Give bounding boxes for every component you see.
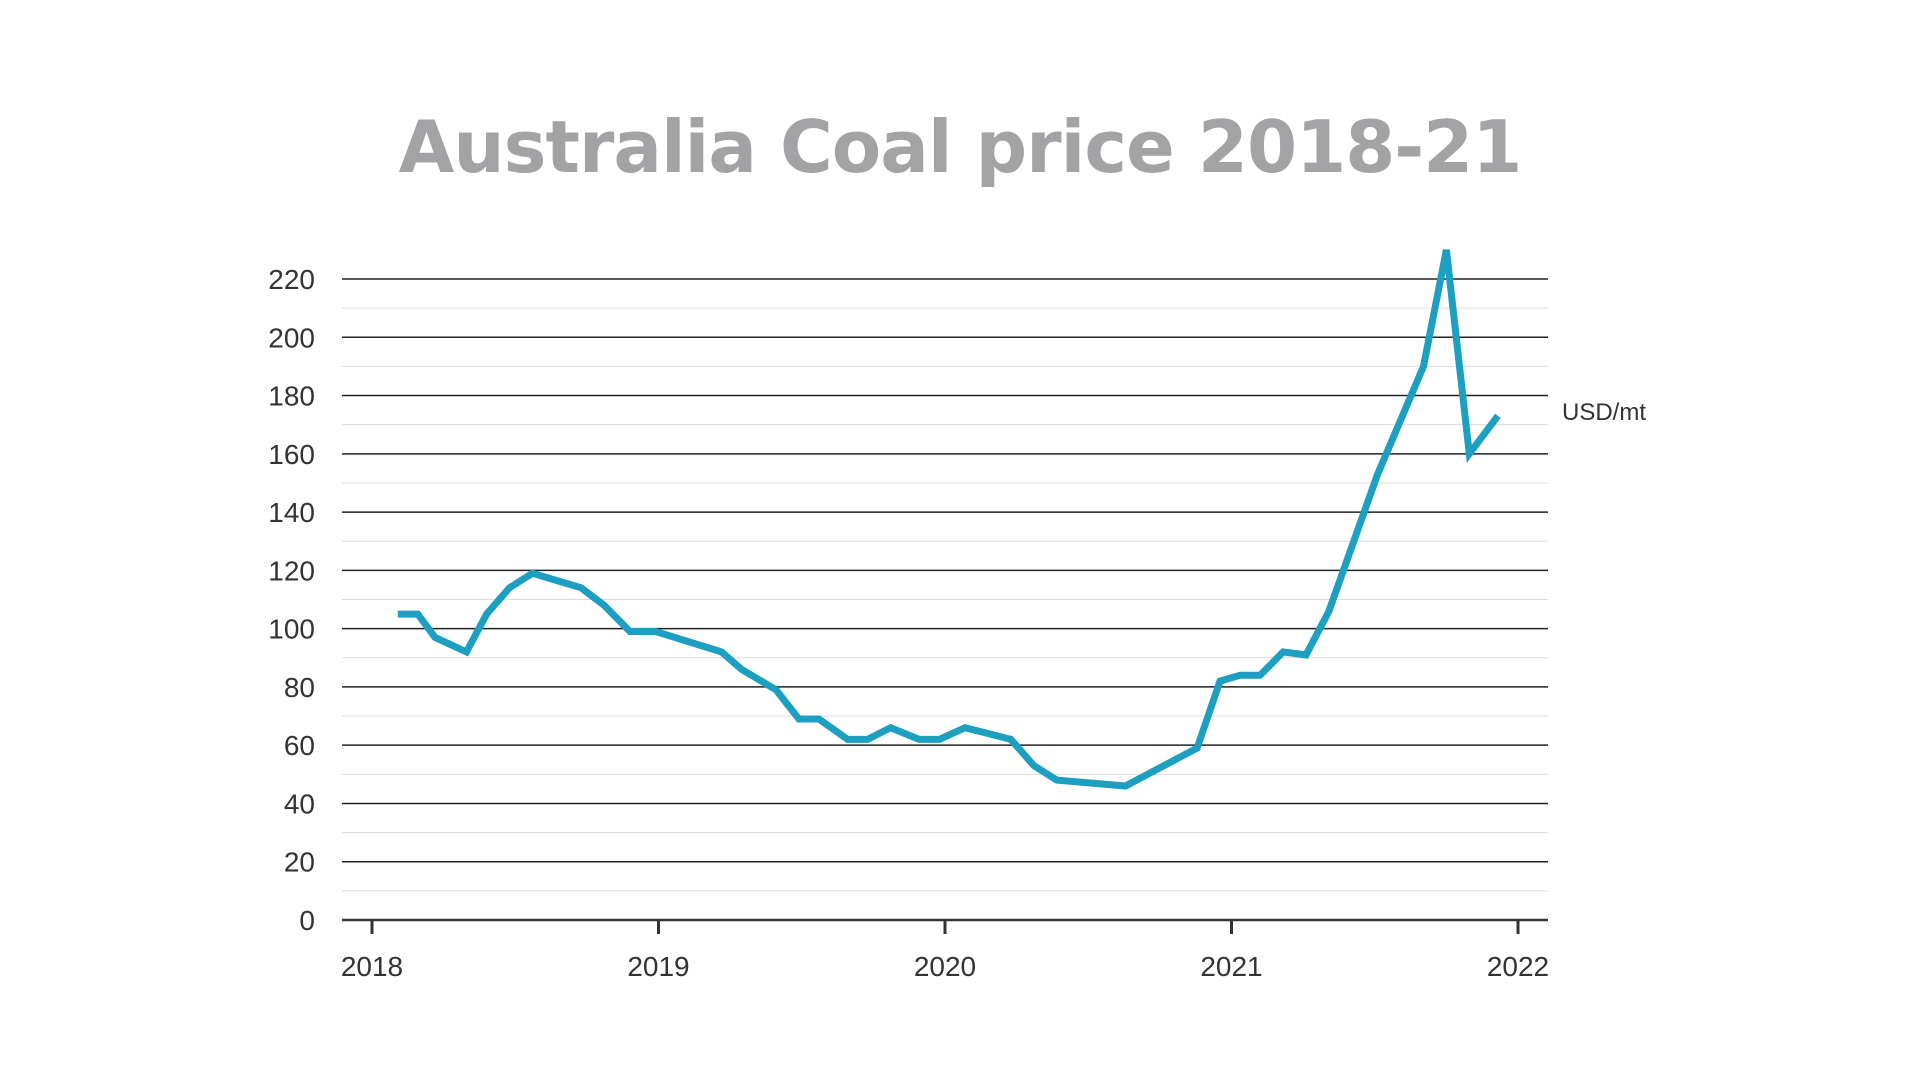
y-tick-label: 220 (268, 264, 315, 295)
y-tick-label: 60 (284, 730, 315, 761)
x-tick-label: 2019 (627, 951, 689, 982)
x-tick-label: 2020 (914, 951, 976, 982)
price-series-line (397, 249, 1501, 790)
grid-layer (342, 278, 1548, 892)
chart-title: Australia Coal price 2018-21 (398, 105, 1523, 189)
x-tick-label: 2018 (341, 951, 403, 982)
y-tick-label: 180 (268, 381, 315, 412)
y-tick-label: 100 (268, 614, 315, 645)
y-tick-label: 80 (284, 672, 315, 703)
y-tick-label: 140 (268, 497, 315, 528)
series-layer (397, 249, 1501, 790)
x-tick-label: 2021 (1200, 951, 1262, 982)
y-tick-label: 40 (284, 788, 315, 819)
axis-layer: 0 20 40 60 80 100 120 140 160 180 200 220 2018 2019 20… (268, 264, 1549, 982)
y-tick-label: 0 (299, 905, 315, 936)
y-tick-label: 200 (268, 322, 315, 353)
unit-label: USD/mt (1562, 399, 1646, 426)
y-tick-label: 20 (284, 847, 315, 878)
x-tick-label: 2022 (1487, 951, 1549, 982)
y-tick-label: 120 (268, 555, 315, 586)
y-tick-label: 160 (268, 439, 315, 470)
